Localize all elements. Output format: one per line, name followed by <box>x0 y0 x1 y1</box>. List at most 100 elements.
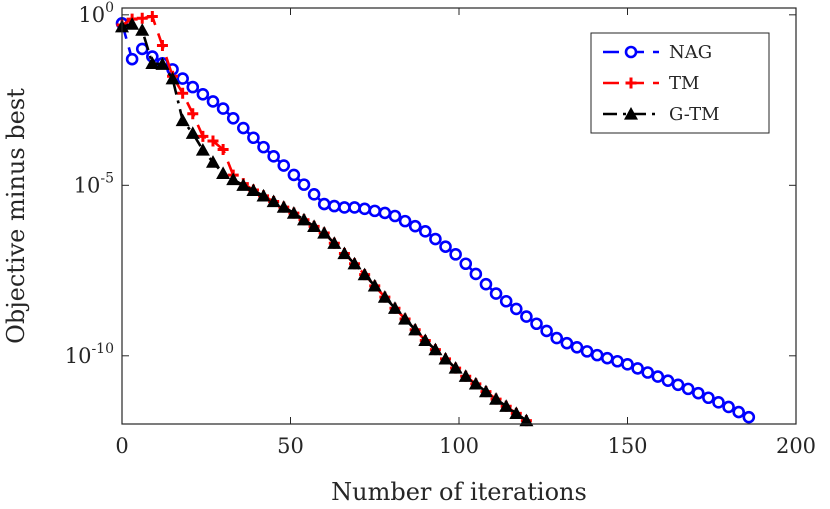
data-point <box>489 392 504 405</box>
data-point <box>499 294 513 308</box>
legend-label: NAG <box>669 42 712 63</box>
data-point <box>560 336 574 350</box>
data-point <box>146 11 158 23</box>
data-point <box>671 378 685 392</box>
series-nag <box>115 17 756 424</box>
data-point <box>327 236 342 249</box>
legend-marker <box>624 107 638 120</box>
data-point <box>428 342 443 356</box>
data-point <box>267 150 280 163</box>
legend-box <box>590 32 770 134</box>
data-point <box>408 322 423 336</box>
data-point <box>266 194 281 208</box>
data-point <box>156 40 168 52</box>
legend-item-g-tm: G-TM <box>603 104 720 125</box>
x-tick-label: 0 <box>115 434 128 458</box>
x-tick-label: 200 <box>776 434 816 458</box>
data-point <box>631 362 644 375</box>
data-point <box>155 57 170 70</box>
data-point <box>439 240 452 253</box>
data-point <box>226 172 241 186</box>
x-tick-label: 50 <box>277 434 304 458</box>
data-point <box>590 348 604 362</box>
data-point <box>226 112 240 125</box>
series-g-tm <box>115 17 534 427</box>
data-point <box>621 358 634 371</box>
data-point <box>145 56 160 70</box>
data-point <box>125 17 140 30</box>
data-point <box>296 212 311 226</box>
data-point <box>458 369 473 382</box>
data-point <box>247 131 260 145</box>
data-point <box>398 214 412 228</box>
data-point <box>277 159 291 172</box>
data-point <box>732 405 746 419</box>
legend-marker <box>625 77 637 89</box>
data-point <box>207 135 219 147</box>
data-point <box>175 113 190 127</box>
data-point <box>742 410 756 424</box>
data-point <box>136 12 148 24</box>
data-point <box>348 201 361 214</box>
data-point <box>177 87 189 99</box>
data-point <box>337 246 352 260</box>
data-point <box>176 72 189 85</box>
data-point <box>217 144 229 156</box>
data-point <box>125 52 139 66</box>
data-point <box>509 302 523 316</box>
data-point <box>408 219 422 233</box>
data-point <box>651 370 665 383</box>
x-tick-label: 100 <box>439 434 479 458</box>
data-point <box>165 71 180 85</box>
legend-label: G-TM <box>669 104 720 125</box>
legend-item-nag: NAG <box>603 42 712 63</box>
data-point <box>570 340 584 354</box>
data-point <box>469 267 483 281</box>
data-point <box>246 183 261 197</box>
data-point <box>236 178 251 191</box>
data-point <box>691 386 705 400</box>
data-point <box>661 374 675 387</box>
data-point <box>530 317 543 331</box>
data-point <box>185 126 200 139</box>
data-point <box>722 400 735 414</box>
data-point <box>205 155 220 168</box>
data-point <box>276 200 291 213</box>
data-point <box>367 278 382 292</box>
data-point <box>216 166 231 179</box>
data-point <box>297 178 311 191</box>
data-point <box>580 345 594 358</box>
data-point <box>388 209 402 223</box>
data-point <box>520 310 533 323</box>
data-point <box>611 354 624 368</box>
data-point <box>641 366 655 379</box>
data-point <box>712 396 725 409</box>
data-point <box>681 382 695 396</box>
data-point <box>328 199 341 213</box>
data-point <box>387 301 402 314</box>
data-point <box>135 23 150 36</box>
data-point <box>307 188 321 201</box>
data-point <box>448 361 463 374</box>
data-point <box>377 290 392 303</box>
y-axis-title: Objective minus best <box>2 88 30 344</box>
data-point <box>418 225 432 238</box>
data-point <box>368 204 382 218</box>
data-point <box>286 206 301 219</box>
data-point <box>317 197 331 211</box>
data-point <box>256 188 271 202</box>
axis-layer: 0 50 100 150 200 100 10-5 10-10 <box>65 0 816 458</box>
legend-marker <box>624 45 638 59</box>
data-point <box>468 376 483 390</box>
data-point <box>307 219 322 232</box>
data-point <box>206 95 220 108</box>
data-point <box>186 80 200 94</box>
data-point <box>519 413 534 427</box>
data-point <box>216 102 230 115</box>
data-point <box>600 351 614 365</box>
legend-item-tm: TM <box>603 73 699 94</box>
data-point <box>338 201 351 214</box>
data-point <box>429 232 442 246</box>
data-point <box>509 406 524 420</box>
